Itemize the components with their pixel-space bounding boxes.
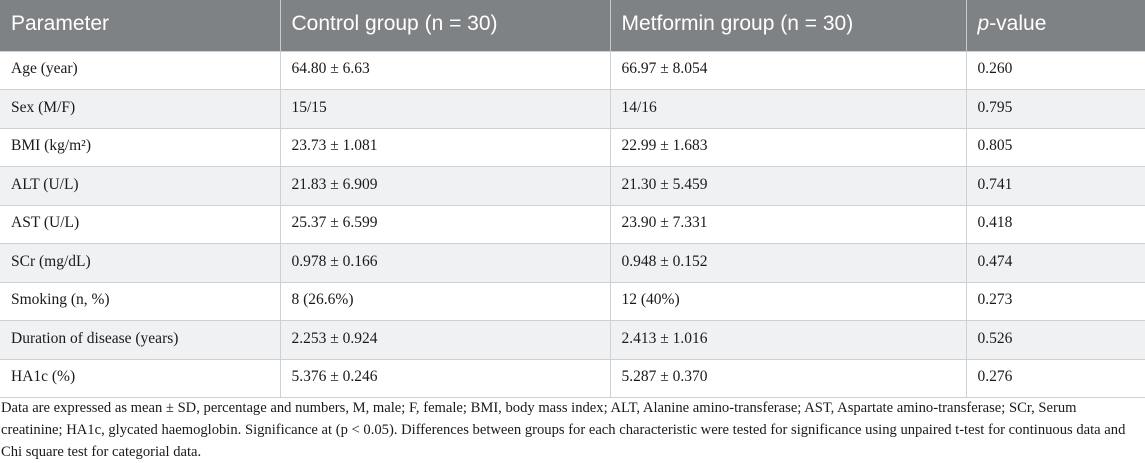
cell-metformin: 21.30 ± 5.459 bbox=[609, 166, 967, 206]
cell-p-value: 0.273 bbox=[965, 281, 1145, 321]
table-row: SCr (mg/dL) 0.978 ± 0.166 0.948 ± 0.152 … bbox=[0, 243, 1145, 283]
cell-control: 23.73 ± 1.081 bbox=[279, 127, 611, 167]
cell-control: 15/15 bbox=[279, 89, 611, 129]
table-header: Parameter Control group (n = 30) Metform… bbox=[0, 0, 1145, 51]
table-row: Smoking (n, %) 8 (26.6%) 12 (40%) 0.273 bbox=[0, 281, 1145, 321]
cell-p-value: 0.418 bbox=[965, 204, 1145, 244]
table-row: Duration of disease (years) 2.253 ± 0.92… bbox=[0, 320, 1145, 360]
cell-control: 5.376 ± 0.246 bbox=[279, 358, 611, 398]
cell-control: 2.253 ± 0.924 bbox=[279, 320, 611, 360]
cell-p-value: 0.276 bbox=[965, 358, 1145, 398]
table-row: ALT (U/L) 21.83 ± 6.909 21.30 ± 5.459 0.… bbox=[0, 166, 1145, 206]
cell-control: 64.80 ± 6.63 bbox=[279, 50, 611, 90]
cell-p-value: 0.260 bbox=[965, 50, 1145, 90]
cell-parameter: Duration of disease (years) bbox=[0, 320, 281, 360]
cell-parameter: AST (U/L) bbox=[0, 204, 281, 244]
table-row: Sex (M/F) 15/15 14/16 0.795 bbox=[0, 89, 1145, 129]
cell-parameter: Sex (M/F) bbox=[0, 89, 281, 129]
header-metformin-group: Metformin group (n = 30) bbox=[609, 0, 966, 51]
cell-parameter: HA1c (%) bbox=[0, 358, 281, 398]
characteristics-table: Parameter Control group (n = 30) Metform… bbox=[0, 0, 1145, 398]
header-parameter: Parameter bbox=[11, 12, 110, 36]
cell-metformin: 0.948 ± 0.152 bbox=[609, 243, 967, 283]
cell-control: 0.978 ± 0.166 bbox=[279, 243, 611, 283]
cell-parameter: ALT (U/L) bbox=[0, 166, 281, 206]
cell-parameter: Age (year) bbox=[0, 50, 281, 90]
cell-metformin: 2.413 ± 1.016 bbox=[609, 320, 967, 360]
header-control-group: Control group (n = 30) bbox=[279, 0, 610, 51]
table-footnote: Data are expressed as mean ± SD, percent… bbox=[1, 400, 1126, 460]
cell-metformin: 5.287 ± 0.370 bbox=[609, 358, 967, 398]
cell-p-value: 0.805 bbox=[965, 127, 1145, 167]
table-row: BMI (kg/m²) 23.73 ± 1.081 22.99 ± 1.683 … bbox=[0, 127, 1145, 167]
cell-metformin: 23.90 ± 7.331 bbox=[609, 204, 967, 244]
header-p-value: p-value bbox=[965, 0, 1145, 51]
cell-p-value: 0.741 bbox=[965, 166, 1145, 206]
cell-parameter: SCr (mg/dL) bbox=[0, 243, 281, 283]
cell-metformin: 66.97 ± 8.054 bbox=[609, 50, 967, 90]
table-body: Age (year) 64.80 ± 6.63 66.97 ± 8.054 0.… bbox=[0, 50, 1145, 398]
table-row: Age (year) 64.80 ± 6.63 66.97 ± 8.054 0.… bbox=[0, 50, 1145, 90]
cell-metformin: 12 (40%) bbox=[609, 281, 967, 321]
cell-metformin: 14/16 bbox=[609, 89, 967, 129]
header-row: Parameter Control group (n = 30) Metform… bbox=[0, 0, 1145, 51]
cell-control: 8 (26.6%) bbox=[279, 281, 611, 321]
header-p-value-suffix: -value bbox=[989, 12, 1047, 36]
cell-p-value: 0.795 bbox=[965, 89, 1145, 129]
cell-control: 25.37 ± 6.599 bbox=[279, 204, 611, 244]
cell-control: 21.83 ± 6.909 bbox=[279, 166, 611, 206]
table-row: AST (U/L) 25.37 ± 6.599 23.90 ± 7.331 0.… bbox=[0, 204, 1145, 244]
cell-metformin: 22.99 ± 1.683 bbox=[609, 127, 967, 167]
cell-p-value: 0.474 bbox=[965, 243, 1145, 283]
table-row: HA1c (%) 5.376 ± 0.246 5.287 ± 0.370 0.2… bbox=[0, 358, 1145, 398]
cell-parameter: BMI (kg/m²) bbox=[0, 127, 281, 167]
header-p-value-italic: p bbox=[977, 12, 990, 36]
cell-p-value: 0.526 bbox=[965, 320, 1145, 360]
cell-parameter: Smoking (n, %) bbox=[0, 281, 281, 321]
